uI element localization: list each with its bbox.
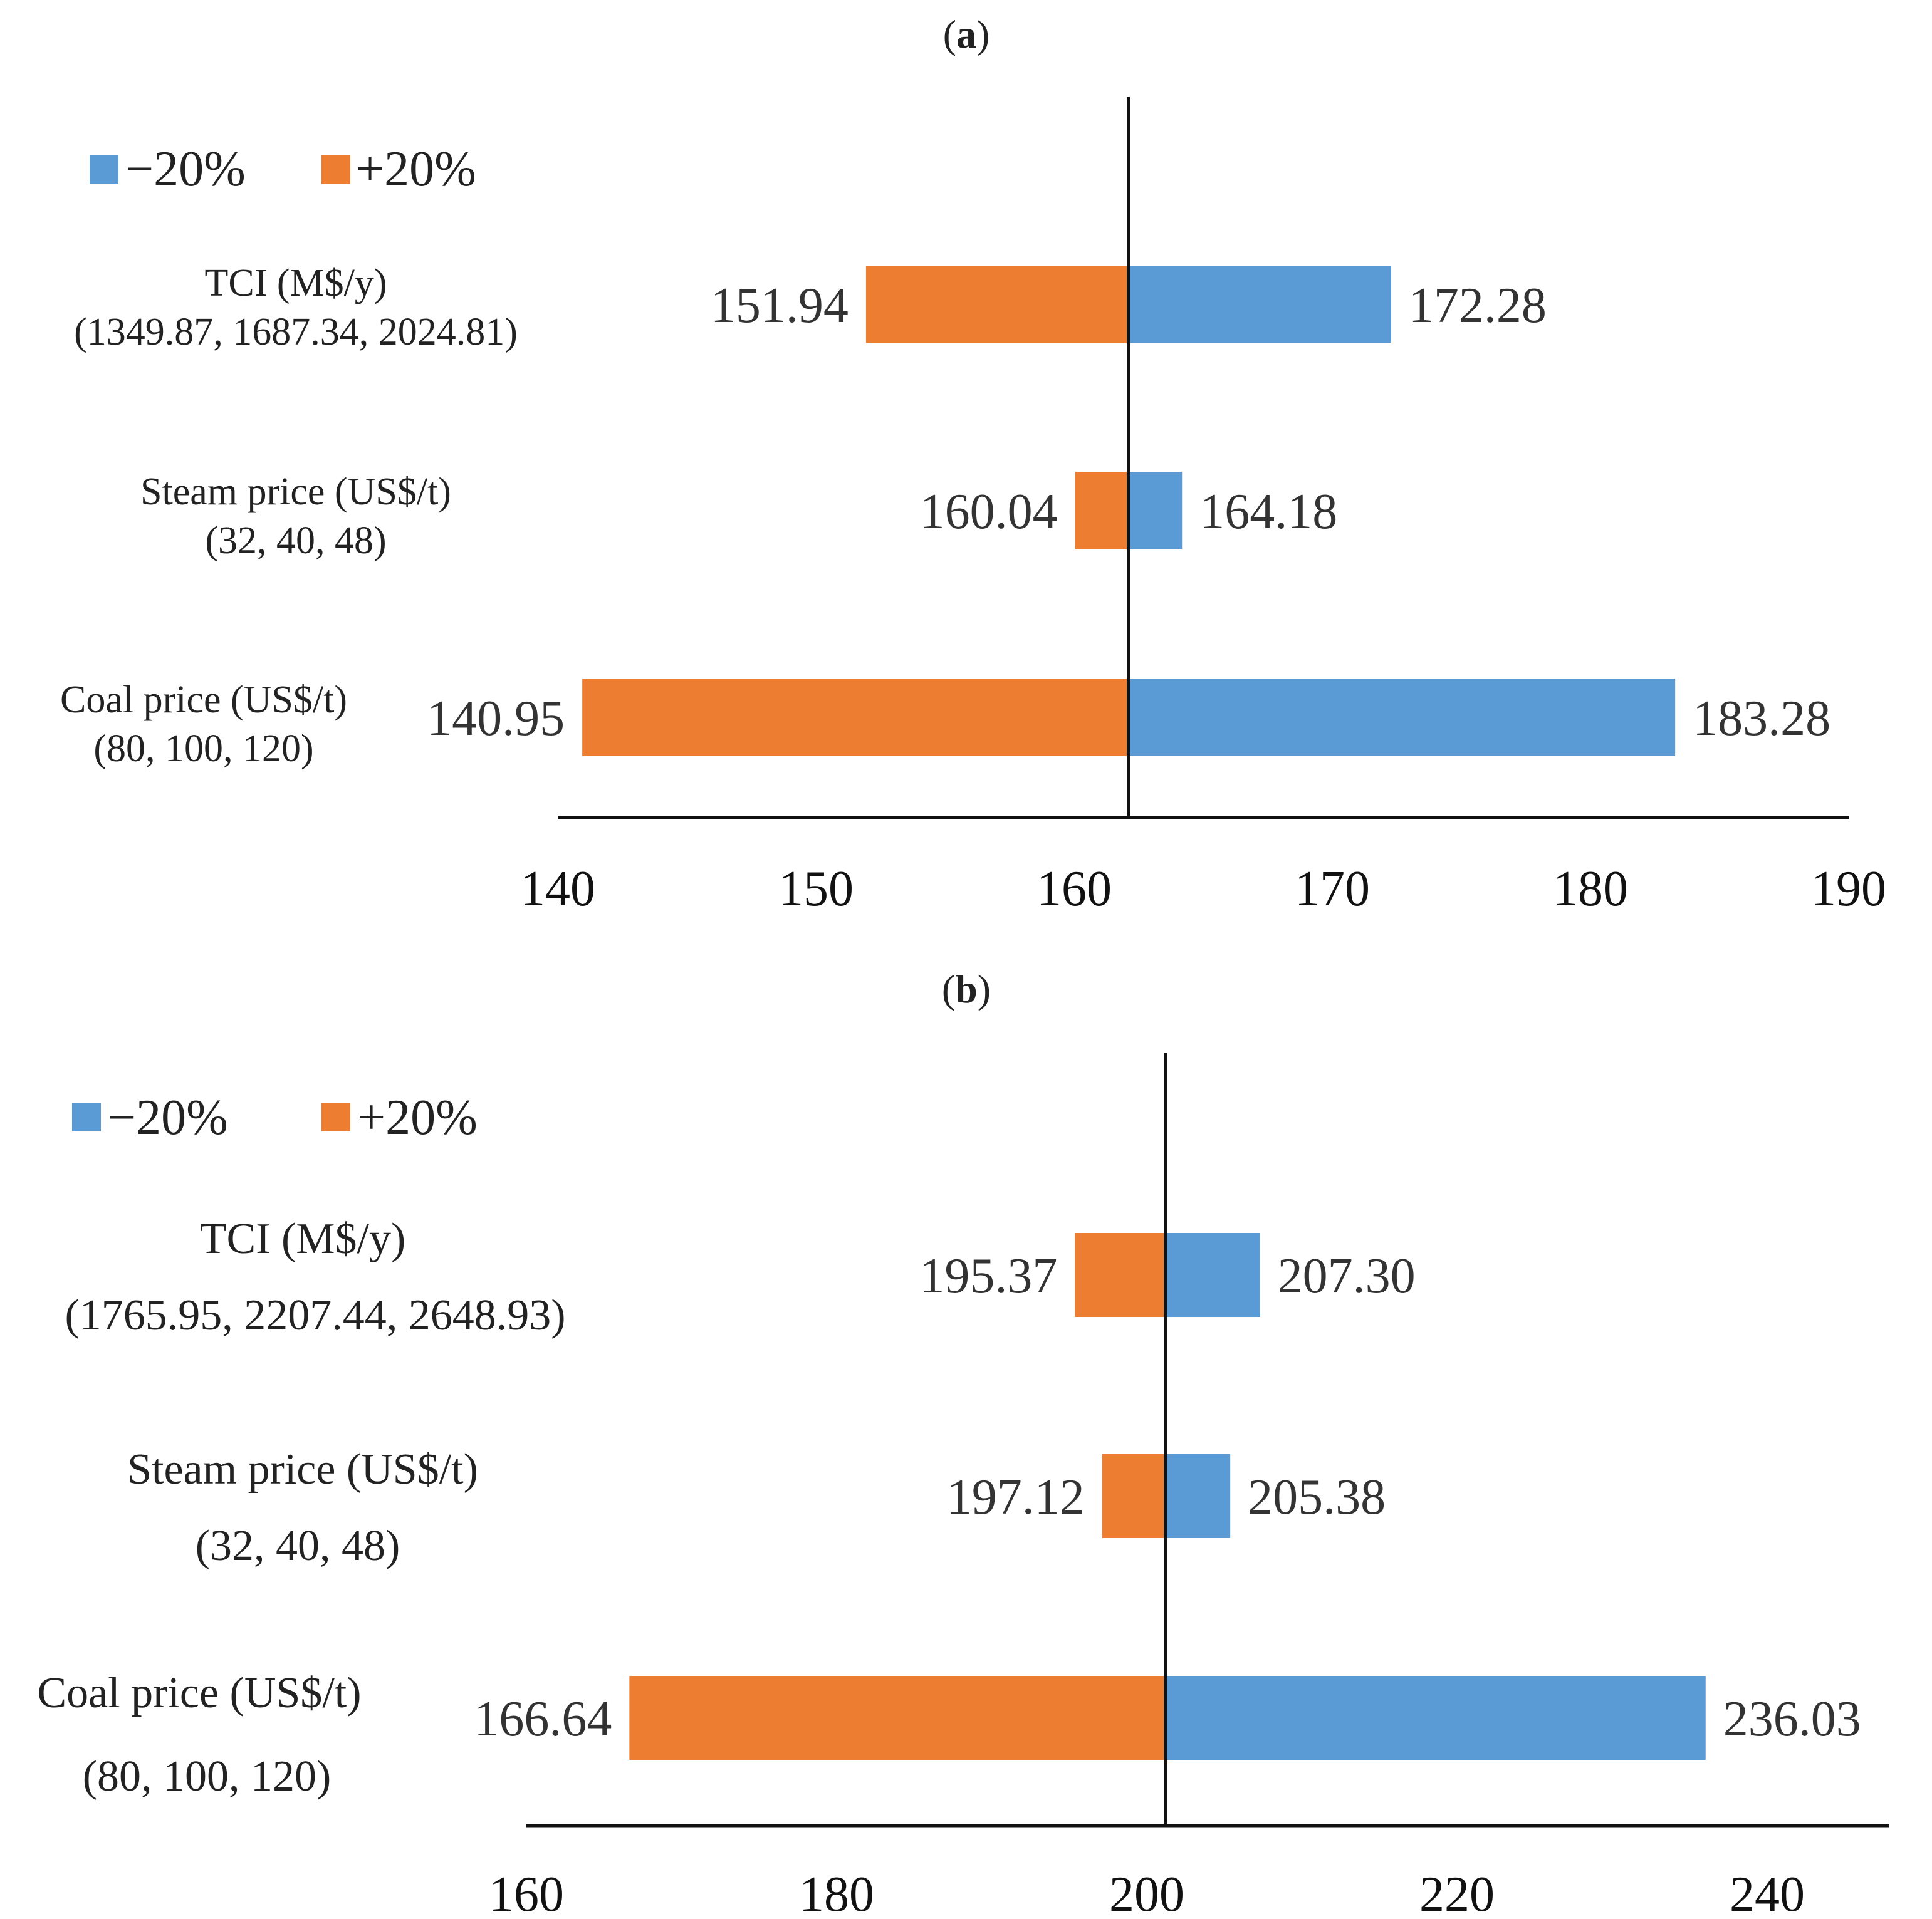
x-tick-b-180: 180 [799,1867,874,1919]
category-b-coal-label: Coal price (US$/t) [37,1669,361,1717]
value-a-tci-plus20: 151.94 [711,278,849,333]
bar-a-tci-minus20 [1128,266,1391,343]
x-tick-b-220: 220 [1419,1867,1495,1919]
legend-a-plus-swatch [321,155,350,184]
bar-a-tci-plus20 [865,266,1129,343]
legend-b-minus-label: −20% [108,1090,228,1145]
bar-b-coal-minus20 [1165,1676,1706,1760]
x-tick-a-160: 160 [1036,861,1112,917]
legend-b-plus-swatch [321,1103,350,1131]
panel-b-title: (b) [942,967,991,1011]
bar-b-coal-plus20 [629,1676,1166,1760]
legend-a-minus-swatch [90,155,118,184]
value-b-steam-minus20: 205.38 [1248,1470,1386,1525]
x-tick-b-240: 240 [1730,1867,1805,1919]
x-tick-a-170: 170 [1295,861,1370,917]
bar-a-steam-minus20 [1128,472,1183,549]
x-tick-a-140: 140 [520,861,595,917]
bar-b-steam-plus20 [1102,1454,1166,1538]
value-b-coal-minus20: 236.03 [1723,1692,1861,1747]
legend-b-plus-label: +20% [357,1090,478,1145]
category-a-steam-range: (32, 40, 48) [205,519,386,562]
panel-b-chart: (b) −20% +20% TCI (M$/y) (1765.95, 2207.… [37,967,1889,1919]
x-tick-b-160: 160 [489,1867,564,1919]
value-a-steam-plus20: 160.04 [920,484,1058,539]
category-b-steam-range: (32, 40, 48) [196,1522,400,1570]
x-tick-a-180: 180 [1553,861,1628,917]
bar-a-steam-plus20 [1075,472,1129,549]
category-b-coal-range: (80, 100, 120) [83,1752,332,1801]
category-a-coal-range: (80, 100, 120) [93,727,313,770]
category-a-tci-label: TCI (M$/y) [204,262,387,304]
x-tick-a-150: 150 [778,861,854,917]
category-b-tci-label: TCI (M$/y) [200,1215,406,1263]
bar-b-steam-minus20 [1165,1454,1231,1538]
legend-a-minus-label: −20% [125,142,246,197]
legend-b-minus-swatch [72,1103,101,1131]
bar-b-tci-plus20 [1075,1233,1166,1317]
bar-a-coal-minus20 [1128,679,1676,756]
value-b-tci-plus20: 195.37 [919,1249,1057,1304]
value-b-coal-plus20: 166.64 [474,1692,612,1747]
category-a-tci-range: (1349.87, 1687.34, 2024.81) [74,311,518,353]
x-tick-a-190: 190 [1811,861,1886,917]
panel-a-title: (a) [943,12,990,56]
category-a-coal-label: Coal price (US$/t) [60,679,347,721]
x-tick-b-200: 200 [1109,1867,1184,1919]
category-b-tci-range: (1765.95, 2207.44, 2648.93) [65,1291,565,1339]
value-a-tci-minus20: 172.28 [1409,278,1547,333]
panel-a-chart: (a) −20% +20% TCI (M$/y) (1349.87, 1687.… [60,12,1886,917]
value-b-steam-plus20: 197.12 [947,1470,1085,1525]
value-b-tci-minus20: 207.30 [1278,1249,1416,1304]
category-a-steam-label: Steam price (US$/t) [140,471,451,513]
value-a-coal-plus20: 140.95 [427,691,565,746]
legend-a-plus-label: +20% [356,142,476,197]
category-b-steam-label: Steam price (US$/t) [127,1445,478,1494]
value-a-coal-minus20: 183.28 [1693,691,1830,746]
bar-b-tci-minus20 [1165,1233,1260,1317]
bar-a-coal-plus20 [582,679,1129,756]
value-a-steam-minus20: 164.18 [1199,484,1337,539]
